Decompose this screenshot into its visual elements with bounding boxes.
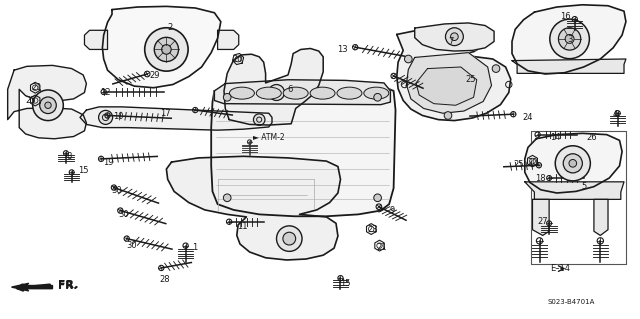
Text: 21: 21 [32, 83, 42, 92]
Text: FR.: FR. [58, 281, 77, 291]
Ellipse shape [364, 87, 389, 99]
Circle shape [276, 226, 302, 251]
Text: 5: 5 [581, 182, 586, 191]
Text: 10: 10 [113, 112, 124, 121]
Text: 9: 9 [390, 206, 395, 215]
Ellipse shape [337, 87, 362, 99]
Text: 28: 28 [160, 275, 170, 284]
Polygon shape [214, 80, 390, 105]
Polygon shape [532, 199, 549, 235]
Text: 27: 27 [538, 217, 548, 226]
Circle shape [162, 45, 171, 54]
Text: 15: 15 [340, 279, 351, 288]
Polygon shape [84, 30, 108, 49]
Text: 3: 3 [567, 35, 572, 44]
Circle shape [223, 93, 231, 101]
Circle shape [563, 154, 582, 173]
Text: 2: 2 [167, 23, 172, 32]
Polygon shape [12, 283, 52, 291]
Text: 25: 25 [513, 160, 524, 169]
Text: 14: 14 [550, 133, 561, 142]
Polygon shape [512, 5, 626, 74]
Ellipse shape [283, 87, 308, 99]
Text: 7: 7 [449, 37, 454, 46]
Circle shape [253, 114, 265, 125]
Text: 8: 8 [67, 152, 72, 161]
Text: 20: 20 [233, 56, 243, 64]
Circle shape [444, 112, 452, 119]
Circle shape [40, 97, 56, 114]
Circle shape [99, 110, 113, 124]
Circle shape [283, 232, 296, 245]
Text: 20: 20 [527, 158, 538, 167]
Text: ► ATM-2: ► ATM-2 [253, 133, 284, 142]
Circle shape [451, 33, 458, 41]
Text: 23: 23 [26, 96, 36, 105]
Circle shape [154, 37, 179, 62]
Polygon shape [525, 182, 624, 199]
Circle shape [374, 93, 381, 101]
Polygon shape [224, 48, 323, 125]
Circle shape [404, 55, 412, 63]
Circle shape [550, 19, 589, 59]
Text: 21: 21 [377, 243, 387, 252]
Circle shape [559, 28, 580, 50]
Circle shape [33, 90, 63, 121]
Polygon shape [211, 83, 396, 216]
Polygon shape [166, 156, 340, 260]
Text: 17: 17 [160, 109, 170, 118]
Text: 19: 19 [104, 158, 114, 167]
Text: S023-B4701A: S023-B4701A [547, 300, 595, 305]
Circle shape [492, 65, 500, 72]
Ellipse shape [229, 87, 255, 99]
Text: 12: 12 [100, 88, 111, 97]
Text: 30: 30 [126, 241, 136, 250]
Text: 23: 23 [367, 225, 378, 234]
Circle shape [145, 28, 188, 71]
Polygon shape [8, 65, 86, 139]
Text: FR.: FR. [58, 279, 78, 290]
Circle shape [45, 102, 51, 108]
Polygon shape [102, 6, 221, 88]
Polygon shape [525, 133, 622, 193]
Circle shape [374, 194, 381, 202]
Polygon shape [397, 29, 511, 121]
Polygon shape [406, 53, 492, 113]
Text: 1: 1 [193, 243, 198, 252]
Circle shape [556, 146, 590, 181]
Text: 6: 6 [287, 85, 292, 94]
Circle shape [565, 34, 574, 43]
Text: 11: 11 [237, 222, 247, 231]
Polygon shape [512, 59, 626, 73]
Text: 26: 26 [587, 133, 597, 142]
Text: 16: 16 [560, 12, 570, 21]
Text: 18: 18 [536, 174, 546, 183]
Ellipse shape [256, 87, 282, 99]
Text: 4: 4 [613, 110, 618, 119]
Text: 13: 13 [337, 45, 348, 54]
Circle shape [445, 28, 463, 46]
Polygon shape [594, 199, 608, 235]
Text: 25: 25 [465, 75, 476, 84]
Text: 29: 29 [150, 71, 160, 80]
Circle shape [269, 85, 284, 100]
Text: 30: 30 [118, 210, 129, 219]
Text: 15: 15 [78, 166, 88, 175]
Circle shape [223, 194, 231, 202]
Polygon shape [415, 23, 494, 51]
Polygon shape [218, 30, 239, 49]
Polygon shape [416, 67, 477, 105]
Text: 30: 30 [111, 186, 122, 195]
Circle shape [569, 160, 577, 167]
Text: 24: 24 [523, 113, 533, 122]
Text: E–14: E–14 [550, 264, 570, 273]
Ellipse shape [310, 87, 335, 99]
Polygon shape [80, 107, 272, 130]
